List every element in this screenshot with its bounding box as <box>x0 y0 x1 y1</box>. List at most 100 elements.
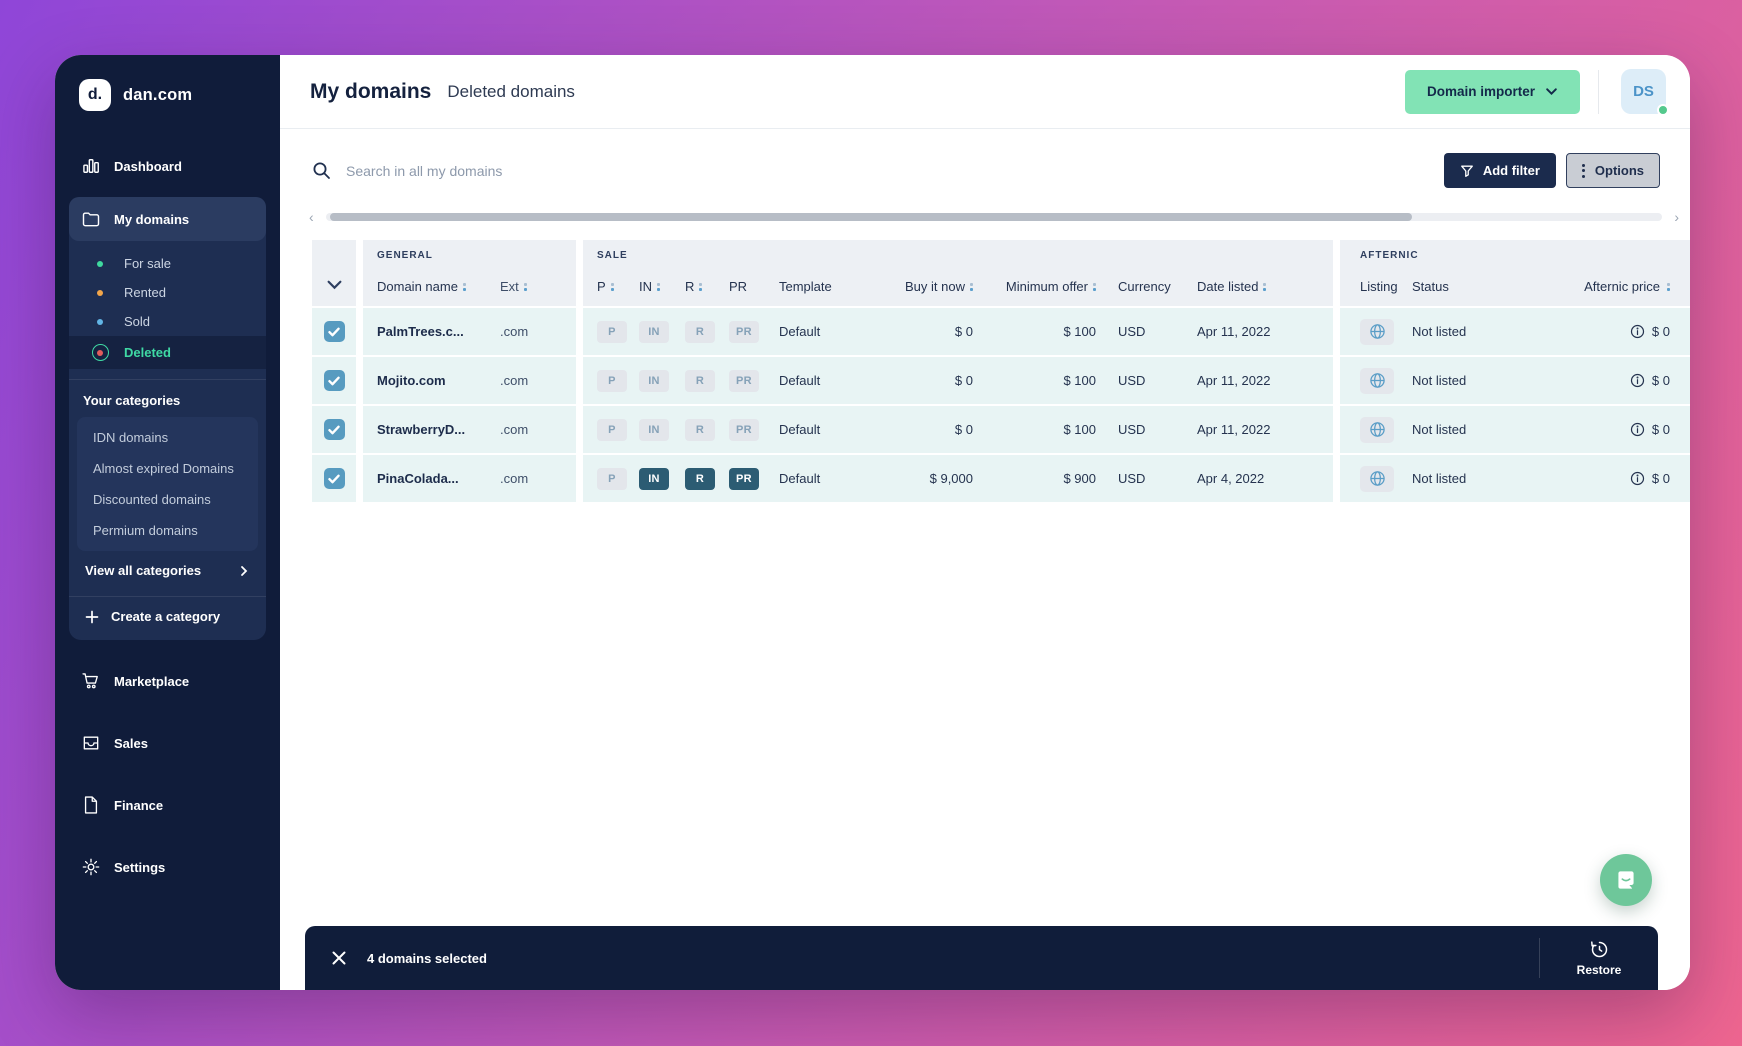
afternic-header-block: AFTERNIC Listing Status Afternic price <box>1340 240 1690 306</box>
col-header-status[interactable]: Status <box>1412 279 1449 294</box>
select-all-cell[interactable] <box>312 240 356 306</box>
info-icon[interactable] <box>1630 324 1645 339</box>
col-header-listing[interactable]: Listing <box>1360 279 1398 294</box>
sidebar-item-rented[interactable]: Rented <box>69 278 266 307</box>
currency-value: USD <box>1118 471 1146 486</box>
sidebar-item-sales[interactable]: Sales <box>69 722 266 764</box>
row-checkbox[interactable] <box>323 321 345 342</box>
domains-table: GENERAL Domain name Ext SALE P IN R PR T… <box>312 240 1690 502</box>
page-subtitle: Deleted domains <box>447 81 575 101</box>
afternic-price-value: $ 0 <box>1651 373 1670 388</box>
row-check-cell <box>312 406 356 453</box>
col-header-afternic-price[interactable]: Afternic price <box>1512 279 1670 294</box>
listing-chip[interactable] <box>1360 318 1394 345</box>
domain-importer-label: Domain importer <box>1426 84 1535 99</box>
col-header-ext[interactable]: Ext <box>500 279 562 294</box>
add-filter-button[interactable]: Add filter <box>1443 153 1556 188</box>
sidebar: d. dan.com Dashboard My domains For sale… <box>55 55 280 990</box>
sidebar-item-deleted[interactable]: Deleted <box>69 336 266 369</box>
app-window: d. dan.com Dashboard My domains For sale… <box>55 55 1690 990</box>
avatar-initials: DS <box>1633 83 1654 100</box>
minimum-offer-value: $ 100 <box>1063 422 1096 437</box>
template-value: Default <box>779 373 821 388</box>
col-header-p[interactable]: P <box>597 279 639 294</box>
options-label: Options <box>1594 163 1644 178</box>
listing-chip[interactable] <box>1360 416 1394 443</box>
category-discounted[interactable]: Discounted domains <box>93 492 211 507</box>
close-icon[interactable] <box>331 950 347 966</box>
scrollbar-thumb[interactable] <box>329 213 1413 221</box>
status-dot-slot <box>91 260 109 267</box>
restore-button[interactable]: Restore <box>1540 926 1658 990</box>
categories-title: Your categories <box>83 393 181 408</box>
info-icon[interactable] <box>1630 471 1645 486</box>
minimum-offer-value: $ 900 <box>1063 471 1096 486</box>
create-category-button[interactable]: Create a category <box>69 597 266 638</box>
table-row: PinaColada... .com P IN R PR Default $ 9… <box>312 455 1690 502</box>
divider <box>69 379 266 380</box>
domain-name[interactable]: PinaColada... <box>377 471 459 486</box>
general-header-block: GENERAL Domain name Ext <box>363 240 576 306</box>
listing-chip[interactable] <box>1360 465 1394 492</box>
categories-box: IDN domains Almost expired Domains Disco… <box>77 417 258 551</box>
sidebar-item-my-domains[interactable]: My domains <box>69 197 266 241</box>
sidebar-item-for-sale[interactable]: For sale <box>69 249 266 278</box>
row-checkbox[interactable] <box>323 370 345 391</box>
table-row: PalmTrees.c... .com P IN R PR Default $ … <box>312 308 1690 355</box>
divider <box>1598 69 1599 114</box>
domain-ext: .com <box>500 373 529 388</box>
col-header-in[interactable]: IN <box>639 279 685 294</box>
badge-pr: PR <box>729 467 759 490</box>
row-checkbox[interactable] <box>323 468 345 489</box>
domain-name[interactable]: StrawberryD... <box>377 422 466 437</box>
info-icon[interactable] <box>1630 422 1645 437</box>
sidebar-item-marketplace[interactable]: Marketplace <box>69 660 266 702</box>
sidebar-item-finance[interactable]: Finance <box>69 784 266 826</box>
table-row: StrawberryD... .com P IN R PR Default $ … <box>312 406 1690 453</box>
brand[interactable]: d. dan.com <box>55 79 280 111</box>
chat-bubble-icon <box>1618 871 1634 889</box>
col-header-domain-name[interactable]: Domain name <box>377 279 500 294</box>
sort-icon <box>1093 282 1096 291</box>
scroll-left-chevron[interactable]: ‹ <box>309 209 314 225</box>
col-header-date-listed[interactable]: Date listed <box>1189 279 1319 294</box>
col-header-minimum-offer[interactable]: Minimum offer <box>973 279 1096 294</box>
page-title: My domains <box>310 79 432 103</box>
sort-icon <box>523 282 527 291</box>
search <box>312 161 1444 180</box>
view-all-categories[interactable]: View all categories <box>69 551 266 590</box>
avatar[interactable]: DS <box>1621 69 1669 116</box>
row-afternic-cell: Not listed $ 0 <box>1340 308 1690 355</box>
category-idn-domains[interactable]: IDN domains <box>93 430 169 445</box>
scroll-right-chevron[interactable]: › <box>1674 209 1679 225</box>
sort-icon <box>970 282 973 291</box>
badge-p: P <box>597 467 627 490</box>
col-header-template[interactable]: Template <box>779 279 832 294</box>
info-icon[interactable] <box>1630 373 1645 388</box>
badge-p: P <box>597 369 627 392</box>
category-premium[interactable]: Permium domains <box>93 523 198 538</box>
domain-name[interactable]: PalmTrees.c... <box>377 324 464 339</box>
domain-importer-button[interactable]: Domain importer <box>1404 69 1580 114</box>
search-input[interactable] <box>346 162 766 179</box>
domain-name[interactable]: Mojito.com <box>377 373 446 388</box>
chat-fab[interactable] <box>1600 854 1652 906</box>
row-checkbox[interactable] <box>323 419 345 440</box>
badge-in: IN <box>639 418 669 441</box>
sidebar-item-label: My domains <box>114 211 190 227</box>
col-header-currency[interactable]: Currency <box>1118 279 1171 294</box>
col-header-buy-it-now[interactable]: Buy it now <box>891 279 973 294</box>
options-button[interactable]: Options <box>1565 153 1660 188</box>
badge-in: IN <box>639 369 669 392</box>
col-header-pr[interactable]: PR <box>729 279 748 294</box>
sidebar-item-settings[interactable]: Settings <box>69 846 266 888</box>
listing-chip[interactable] <box>1360 367 1394 394</box>
scrollbar-track[interactable] <box>325 213 1663 221</box>
create-category-label: Create a category <box>111 609 221 624</box>
globe-icon <box>1369 471 1385 486</box>
sidebar-item-dashboard[interactable]: Dashboard <box>69 145 266 187</box>
sidebar-item-sold[interactable]: Sold <box>69 307 266 336</box>
category-almost-expired[interactable]: Almost expired Domains <box>93 461 234 476</box>
col-header-r[interactable]: R <box>685 279 729 294</box>
dan-logo-icon: d. <box>79 79 111 111</box>
